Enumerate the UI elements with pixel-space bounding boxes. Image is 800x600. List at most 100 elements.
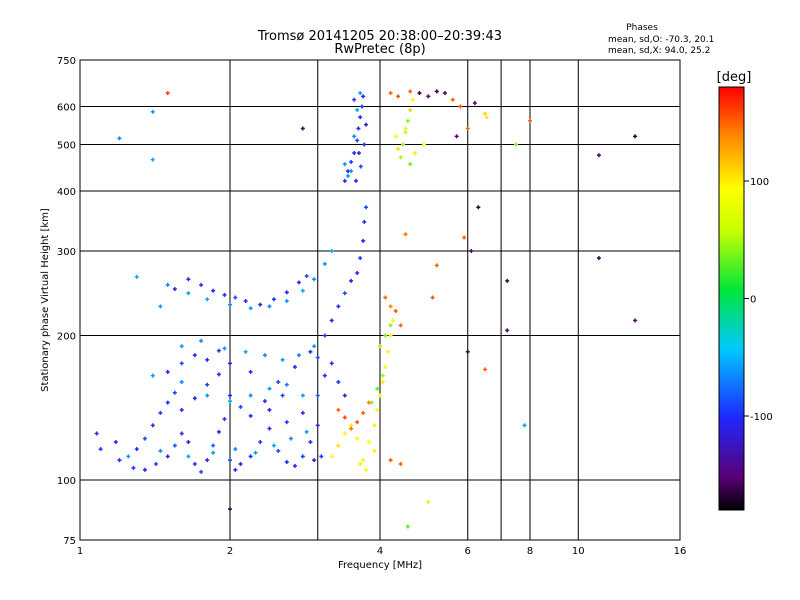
x-tick-label: 2	[227, 546, 233, 557]
echo-point	[276, 448, 281, 453]
echo-point	[375, 386, 380, 391]
echo-point	[403, 130, 408, 135]
echo-point	[199, 338, 204, 343]
echo-point	[342, 178, 347, 183]
x-tick-label: 10	[572, 546, 585, 557]
echo-point	[366, 400, 371, 405]
echo-point	[355, 270, 360, 275]
echo-point	[172, 287, 177, 292]
echo-point	[284, 382, 289, 387]
echo-point	[179, 407, 184, 412]
echo-point	[267, 426, 272, 431]
echo-point	[228, 361, 232, 366]
echo-point	[336, 407, 341, 412]
echo-point	[378, 344, 382, 349]
x-tick-label: 8	[527, 546, 533, 557]
echo-point	[308, 440, 313, 445]
echo-point	[410, 97, 415, 102]
echo-point	[253, 450, 258, 455]
echo-point	[505, 278, 510, 283]
echo-point	[165, 91, 170, 96]
echo-point	[228, 399, 232, 404]
echo-point	[472, 101, 477, 106]
echo-point	[442, 91, 447, 96]
y-tick-label: 200	[57, 332, 76, 343]
echo-point	[222, 417, 227, 422]
chart-title: Tromsø 20141205 20:38:00–20:39:43	[257, 29, 502, 44]
echo-point	[315, 423, 320, 428]
echo-point	[98, 447, 103, 452]
echo-point	[300, 126, 305, 131]
echo-point	[355, 420, 360, 425]
data-points	[94, 89, 638, 529]
echo-point	[372, 423, 377, 428]
echo-point	[329, 454, 334, 459]
echo-point	[199, 469, 204, 474]
echo-point	[243, 349, 248, 354]
echo-point	[408, 108, 413, 113]
echo-point	[345, 173, 350, 178]
echo-point	[336, 304, 341, 309]
echo-point	[211, 450, 216, 455]
echo-point	[186, 291, 191, 296]
echo-point	[165, 454, 170, 459]
echo-point	[322, 333, 327, 338]
echo-point	[150, 109, 155, 114]
echo-point	[186, 454, 191, 459]
echo-point	[364, 205, 369, 210]
echo-point	[312, 458, 317, 463]
echo-point	[329, 361, 334, 366]
echo-point	[322, 373, 327, 378]
y-tick-label: 500	[57, 141, 76, 152]
echo-point	[349, 159, 354, 164]
echo-point	[417, 91, 422, 96]
echo-point	[248, 306, 253, 311]
colorbar-label: [deg]	[717, 70, 752, 85]
echo-point	[358, 256, 363, 261]
echo-point	[158, 304, 163, 309]
echo-point	[280, 393, 285, 398]
echo-point	[258, 302, 263, 307]
echo-point	[315, 355, 320, 360]
echo-point	[308, 349, 313, 354]
echo-point	[134, 274, 139, 279]
echo-point	[514, 142, 519, 147]
echo-point	[192, 461, 197, 466]
echo-point	[450, 97, 455, 102]
echo-point	[300, 288, 305, 293]
x-tick-label: 4	[377, 546, 383, 557]
echo-point	[364, 122, 369, 127]
echo-point	[375, 407, 380, 412]
echo-point	[388, 458, 393, 463]
echo-point	[393, 308, 398, 313]
echo-point	[248, 369, 253, 374]
echo-point	[342, 431, 347, 436]
echo-point	[248, 454, 253, 459]
echo-point	[142, 436, 147, 441]
echo-point	[358, 115, 363, 120]
echo-point	[205, 393, 210, 398]
echo-point	[383, 333, 388, 338]
echo-point	[522, 423, 527, 428]
echo-point	[228, 393, 232, 398]
echo-point	[248, 413, 253, 418]
echo-point	[284, 460, 289, 465]
echo-point	[364, 467, 369, 472]
echo-point	[366, 440, 371, 445]
echo-point	[398, 461, 403, 466]
echo-point	[296, 280, 301, 285]
echo-point	[216, 372, 221, 377]
colorbar-tick-label: -100	[750, 412, 773, 423]
axis-ticks: 1 2 4 6 8 10 16 75 100 200 300 400 500 600 750	[57, 56, 686, 557]
echo-point	[329, 249, 334, 254]
echo-point	[361, 410, 366, 415]
echo-point	[355, 108, 360, 113]
echo-point	[396, 94, 401, 99]
echo-point	[476, 205, 481, 210]
echo-point	[126, 454, 131, 459]
echo-point	[401, 142, 406, 147]
echo-point	[421, 142, 426, 147]
echo-point	[322, 261, 327, 266]
echo-point	[349, 426, 354, 431]
x-tick-label: 6	[465, 546, 471, 557]
